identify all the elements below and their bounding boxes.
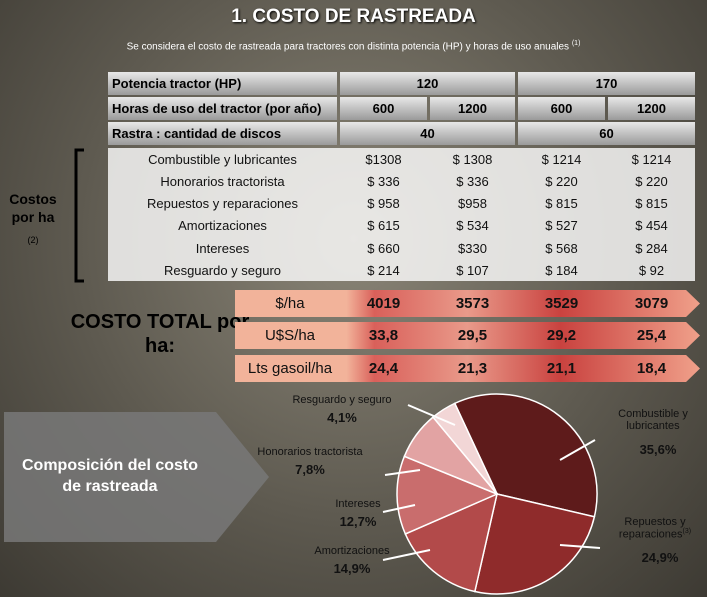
cell: $ 284 xyxy=(635,240,668,256)
pie-value: 24,9% xyxy=(641,550,679,565)
row-label: Repuestos y reparaciones xyxy=(146,196,299,212)
leader-line xyxy=(382,504,416,513)
head-cell: 1200 xyxy=(430,97,515,120)
pie-slice xyxy=(453,393,598,518)
row-label: Intereses xyxy=(195,240,250,256)
total-label: U$S/ha xyxy=(264,327,316,344)
head-label: Potencia tractor (HP) xyxy=(108,72,337,95)
title: 1. COSTO DE RASTREADA xyxy=(231,6,476,27)
total-label: Lts gasoil/ha xyxy=(247,360,333,377)
leader-line xyxy=(407,404,456,426)
pie-label: Amortizaciones xyxy=(314,545,390,557)
total-cell: 4019 xyxy=(366,295,401,312)
cell: $ 1308 xyxy=(452,151,493,167)
total-cell: 3573 xyxy=(455,295,490,312)
total-cell: 18,4 xyxy=(636,360,667,377)
head-cell: 600 xyxy=(518,97,605,120)
pie-label: Repuestos y reparaciones(3) xyxy=(618,516,692,541)
group-note: (2) xyxy=(27,235,39,245)
total-cell: 29,2 xyxy=(546,327,577,344)
total-bar xyxy=(235,355,700,382)
total-cell: 21,3 xyxy=(457,360,488,377)
cell: $ 1214 xyxy=(541,151,582,167)
total-bar xyxy=(235,290,700,317)
pie-label: Resguardo y seguro xyxy=(292,394,392,406)
total-cell: 33,8 xyxy=(368,327,399,344)
total-cell: 25,4 xyxy=(636,327,667,344)
head-cell: 40 xyxy=(340,122,515,145)
total-cell: 3529 xyxy=(544,295,579,312)
subtitle-note: (1) xyxy=(571,40,581,47)
row-label: Combustible y lubricantes xyxy=(148,151,297,167)
row-label: Amortizaciones xyxy=(178,218,267,234)
pie-value: 4,1% xyxy=(327,410,357,425)
pie-label: Honorarios tractorista xyxy=(257,446,363,458)
row-label: Resguardo y seguro xyxy=(163,263,282,278)
cell: $330 xyxy=(458,240,487,256)
head-cell: 1200 xyxy=(608,97,695,120)
leader-line xyxy=(382,549,431,561)
total-bar xyxy=(235,322,700,349)
cell: $ 336 xyxy=(456,173,489,189)
pie-label: Intereses xyxy=(335,498,381,510)
subtitle-row: Se considera el costo de rastreada para … xyxy=(0,40,707,52)
pie-label: Combustible y lubricantes xyxy=(618,408,688,432)
pie-value: 12,7% xyxy=(339,514,377,529)
head-cell: 600 xyxy=(340,97,427,120)
cell: $ 336 xyxy=(367,173,400,189)
leader-line xyxy=(559,544,601,549)
cell: $ 220 xyxy=(635,173,668,189)
pie-slice xyxy=(431,402,498,495)
subtitle: Se considera el costo de rastreada para … xyxy=(126,41,570,53)
row-label: Honorarios tractorista xyxy=(160,173,285,189)
cell: $ 615 xyxy=(367,218,400,234)
total-cell: 21,1 xyxy=(546,360,577,377)
cell: $ 184 xyxy=(545,263,578,278)
head-label: Horas de uso del tractor (por año) xyxy=(108,97,337,120)
composition-arrow xyxy=(4,412,269,542)
cell: $ 107 xyxy=(456,263,489,278)
table-bg xyxy=(108,148,695,281)
cell: $ 214 xyxy=(367,263,400,278)
head-label: Rastra : cantidad de discos xyxy=(108,122,337,145)
pie-value: 14,9% xyxy=(333,561,371,576)
head-cell: 170 xyxy=(518,72,695,95)
pie-slice xyxy=(473,493,596,595)
cell: $ 815 xyxy=(635,196,668,212)
pie-value: 35,6% xyxy=(639,442,677,457)
cell: $1308 xyxy=(365,151,402,167)
totals-label: COSTO TOTAL por ha: xyxy=(70,311,250,357)
group-label: Costos por ha xyxy=(9,191,57,225)
total-cell: 24,4 xyxy=(368,360,399,377)
composition-label: Composición del costo de rastreada xyxy=(21,457,198,495)
pie-value: 7,8% xyxy=(295,462,325,477)
leader-line xyxy=(384,469,421,476)
total-label: $/ha xyxy=(275,295,305,312)
cell: $ 534 xyxy=(456,218,489,234)
head-cell: 60 xyxy=(518,122,695,145)
cell: $ 220 xyxy=(545,173,578,189)
pie-note: (3) xyxy=(682,528,692,535)
total-cell: 3079 xyxy=(634,295,669,312)
cell: $ 660 xyxy=(367,240,400,256)
head-cell: 120 xyxy=(340,72,515,95)
cell: $ 527 xyxy=(545,218,578,234)
cell: $ 92 xyxy=(638,263,665,278)
total-cell: 29,5 xyxy=(457,327,488,344)
cell: $ 454 xyxy=(635,218,668,234)
cell: $ 815 xyxy=(545,196,578,212)
leader-line xyxy=(559,439,596,461)
cell: $ 1214 xyxy=(631,151,672,167)
pie-slice xyxy=(396,455,499,535)
brace xyxy=(74,148,84,283)
cell: $ 958 xyxy=(367,196,400,212)
pie-slice xyxy=(404,492,499,593)
cell: $ 568 xyxy=(545,240,578,256)
cell: $958 xyxy=(458,196,487,212)
